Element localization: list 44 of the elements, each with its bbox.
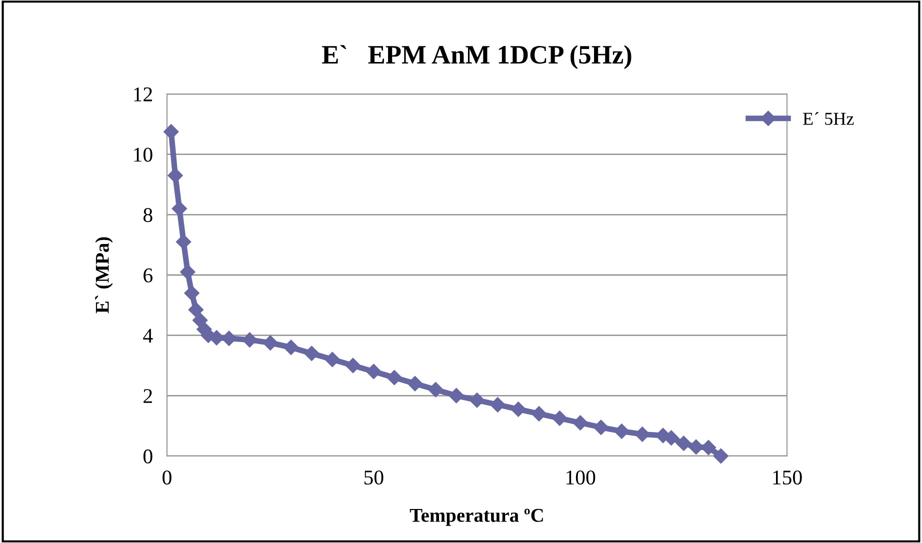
point — [676, 436, 692, 451]
point — [283, 340, 299, 355]
x-tick-label: 150 — [773, 470, 802, 485]
x-axis-title: Temperatura ºC — [410, 508, 543, 526]
point — [324, 352, 340, 368]
y-tick-label: 12 — [134, 87, 152, 102]
y-axis-title: E` (MPa) — [95, 237, 113, 314]
point — [407, 376, 423, 392]
y-tick-label: 10 — [134, 148, 152, 162]
x-tick-label: 50 — [364, 470, 384, 485]
point — [593, 420, 609, 435]
point — [614, 424, 630, 439]
point — [164, 124, 179, 140]
y-tick-label: 2 — [144, 389, 152, 403]
point — [172, 201, 187, 216]
point — [304, 346, 320, 362]
y-tick-label: 6 — [144, 268, 152, 282]
point — [572, 415, 588, 430]
point — [552, 410, 568, 426]
y-tick-label: 4 — [143, 328, 153, 343]
point — [531, 406, 547, 422]
point — [510, 402, 526, 417]
x-tick-label: 100 — [566, 470, 596, 485]
point — [192, 312, 208, 328]
chart-title: E` EPM AnM 1DCP (5Hz) — [322, 45, 632, 70]
point — [713, 448, 728, 464]
y-tick-label: 0 — [143, 449, 152, 464]
point — [469, 392, 485, 408]
y-tick-label: 8 — [143, 208, 152, 222]
point — [366, 364, 382, 380]
point — [490, 397, 506, 412]
point — [188, 302, 204, 318]
point — [242, 332, 258, 348]
point — [634, 426, 650, 442]
point — [180, 264, 196, 280]
point — [428, 382, 444, 398]
point — [448, 388, 464, 404]
point — [262, 335, 278, 350]
point — [184, 286, 200, 301]
point — [345, 358, 361, 374]
point — [386, 370, 402, 386]
x-tick-label: 0 — [162, 470, 172, 485]
point — [176, 234, 192, 250]
legend-label: E´ 5Hz — [803, 112, 854, 125]
